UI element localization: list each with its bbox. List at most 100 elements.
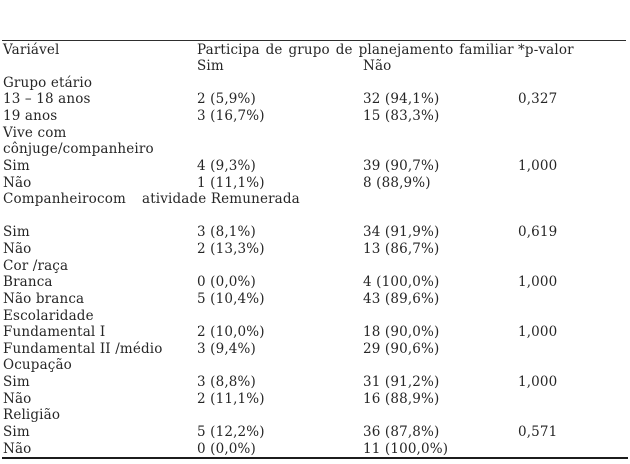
table-top-rule <box>2 40 626 41</box>
cell-nao: 43 (89,6%) <box>363 290 440 307</box>
table-row: Não 0 (0,0%) 11 (100,0%) <box>0 441 630 458</box>
cell-variable: Cor /raça <box>3 257 69 274</box>
cell-nao <box>363 258 518 275</box>
subheader-empty <box>518 58 630 75</box>
table-row: Não 2 (11,1%) 16 (88,9%) <box>0 391 630 408</box>
cell-sim: 4 (9,3%) <box>197 157 256 174</box>
cell-pvalue: 0,571 <box>518 423 558 440</box>
table-row: 19 anos 3 (16,7%) 15 (83,3%) <box>0 108 630 125</box>
table-row: Escolaridade <box>0 308 630 325</box>
table-subheader-row: Sim Não <box>0 58 630 75</box>
cell-pvalue <box>518 291 630 308</box>
cell-sim <box>197 407 363 424</box>
cell-variable: Grupo etário <box>3 74 93 91</box>
cell-sim: 3 (16,7%) <box>197 108 265 124</box>
cell-sim: 3 (9,4%) <box>197 340 256 357</box>
cell-variable: Sim <box>3 423 30 440</box>
cell-variable: Não branca <box>3 290 85 307</box>
table-row: Cor /raça <box>0 258 630 275</box>
table-row: Fundamental II /médio 3 (9,4%) 29 (90,6%… <box>0 341 630 358</box>
cell-variable: Sim <box>3 374 30 390</box>
cell-nao <box>363 141 518 158</box>
cell-sim <box>197 125 363 142</box>
cell-pvalue <box>518 357 630 374</box>
cell-pvalue: 1,000 <box>518 374 558 390</box>
table-row: Grupo etário <box>0 75 630 92</box>
cell-nao <box>363 357 518 374</box>
cell-variable: Vive com <box>3 124 67 141</box>
cell-nao: 34 (91,9%) <box>363 224 440 241</box>
cell-pvalue <box>518 341 630 358</box>
cell-pvalue <box>518 175 630 192</box>
table-row: Não 1 (11,1%) 8 (88,9%) <box>0 175 630 192</box>
cell-variable: Branca <box>3 274 53 291</box>
cell-sim <box>197 141 363 158</box>
table-row: Branca 0 (0,0%) 4 (100,0%) 1,000 <box>0 274 630 291</box>
table-row: Sim 3 (8,8%) 31 (91,2%) 1,000 <box>0 374 630 391</box>
cell-variable-part: Companheiro <box>3 191 97 208</box>
cell-variable: Não <box>3 174 32 191</box>
cell-variable: Fundamental I <box>3 324 106 341</box>
cell-nao: 15 (83,3%) <box>363 108 440 124</box>
cell-pvalue: 1,000 <box>518 274 558 291</box>
table-row: Ocupação <box>0 357 630 374</box>
subheader-sim: Sim <box>197 58 224 75</box>
header-variable: Variável <box>3 41 60 58</box>
cell-pvalue <box>518 108 630 125</box>
cell-nao: 13 (86,7%) <box>363 241 440 257</box>
cell-sim: 2 (10,0%) <box>197 324 265 341</box>
cell-sim: 1 (11,1%) <box>197 174 265 191</box>
cell-variable: Religião <box>3 407 61 424</box>
cell-pvalue: 1,000 <box>518 324 558 341</box>
table-row: Fundamental I 2 (10,0%) 18 (90,0%) 1,000 <box>0 324 630 341</box>
cell-nao <box>363 75 518 92</box>
table-row-blank <box>0 208 630 225</box>
cell-sim: 2 (13,3%) <box>197 241 265 257</box>
cell-variable: Sim <box>3 224 30 241</box>
cell-sim <box>197 75 363 92</box>
cell-variable: 19 anos <box>3 108 58 124</box>
cell-sim <box>197 357 363 374</box>
table-row: Vive com <box>0 125 630 142</box>
cell-sim: 2 (11,1%) <box>197 390 265 407</box>
cell-pvalue <box>518 308 630 325</box>
cell-variable: Não <box>3 241 32 257</box>
cell-pvalue <box>518 241 630 258</box>
cell-nao: 18 (90,0%) <box>363 324 440 341</box>
cell-variable: Fundamental II /médio <box>3 340 163 357</box>
cell-nao: 11 (100,0%) <box>363 440 449 457</box>
cell-nao: 16 (88,9%) <box>363 390 440 407</box>
cell-pvalue <box>518 407 630 424</box>
cell-sim: 3 (8,8%) <box>197 374 256 390</box>
cell-pvalue <box>518 258 630 275</box>
table-row: Sim 3 (8,1%) 34 (91,9%) 0,619 <box>0 224 630 241</box>
table-row: Religião <box>0 407 630 424</box>
cell-variable: Não <box>3 440 32 457</box>
cell-variable <box>3 208 197 225</box>
table-row: Não branca 5 (10,4%) 43 (89,6%) <box>0 291 630 308</box>
cell-sim: 2 (5,9%) <box>197 91 256 108</box>
cell-sim <box>197 258 363 275</box>
cell-nao: 31 (91,2%) <box>363 374 440 390</box>
cell-variable: Sim <box>3 157 30 174</box>
cell-variable-part: com <box>97 191 126 208</box>
cell-pvalue <box>518 75 630 92</box>
cell-variable: 13 – 18 anos <box>3 91 91 108</box>
cell-pvalue <box>518 125 630 142</box>
cell-nao: 32 (94,1%) <box>363 91 440 108</box>
table-row: Sim 5 (12,2%) 36 (87,8%) 0,571 <box>0 424 630 441</box>
cell-variable: Não <box>3 390 32 407</box>
table-row: 13 – 18 anos 2 (5,9%) 32 (94,1%) 0,327 <box>0 91 630 108</box>
table-header-row: Variável Participa de grupo de planejame… <box>0 42 630 59</box>
header-pvalue: *p-valor <box>518 41 574 58</box>
cell-sim: 5 (10,4%) <box>197 290 265 307</box>
cell-variable: Ocupação <box>3 357 72 374</box>
table-bottom-rule <box>2 457 628 459</box>
subheader-nao: Não <box>363 58 392 75</box>
header-group: Participa de grupo de planejamento famil… <box>197 41 514 58</box>
cell-variable: cônjuge/companheiro <box>3 141 154 158</box>
cell-nao: 29 (90,6%) <box>363 340 440 357</box>
cell-nao: 4 (100,0%) <box>363 274 440 291</box>
cell-pvalue: 1,000 <box>518 157 558 174</box>
